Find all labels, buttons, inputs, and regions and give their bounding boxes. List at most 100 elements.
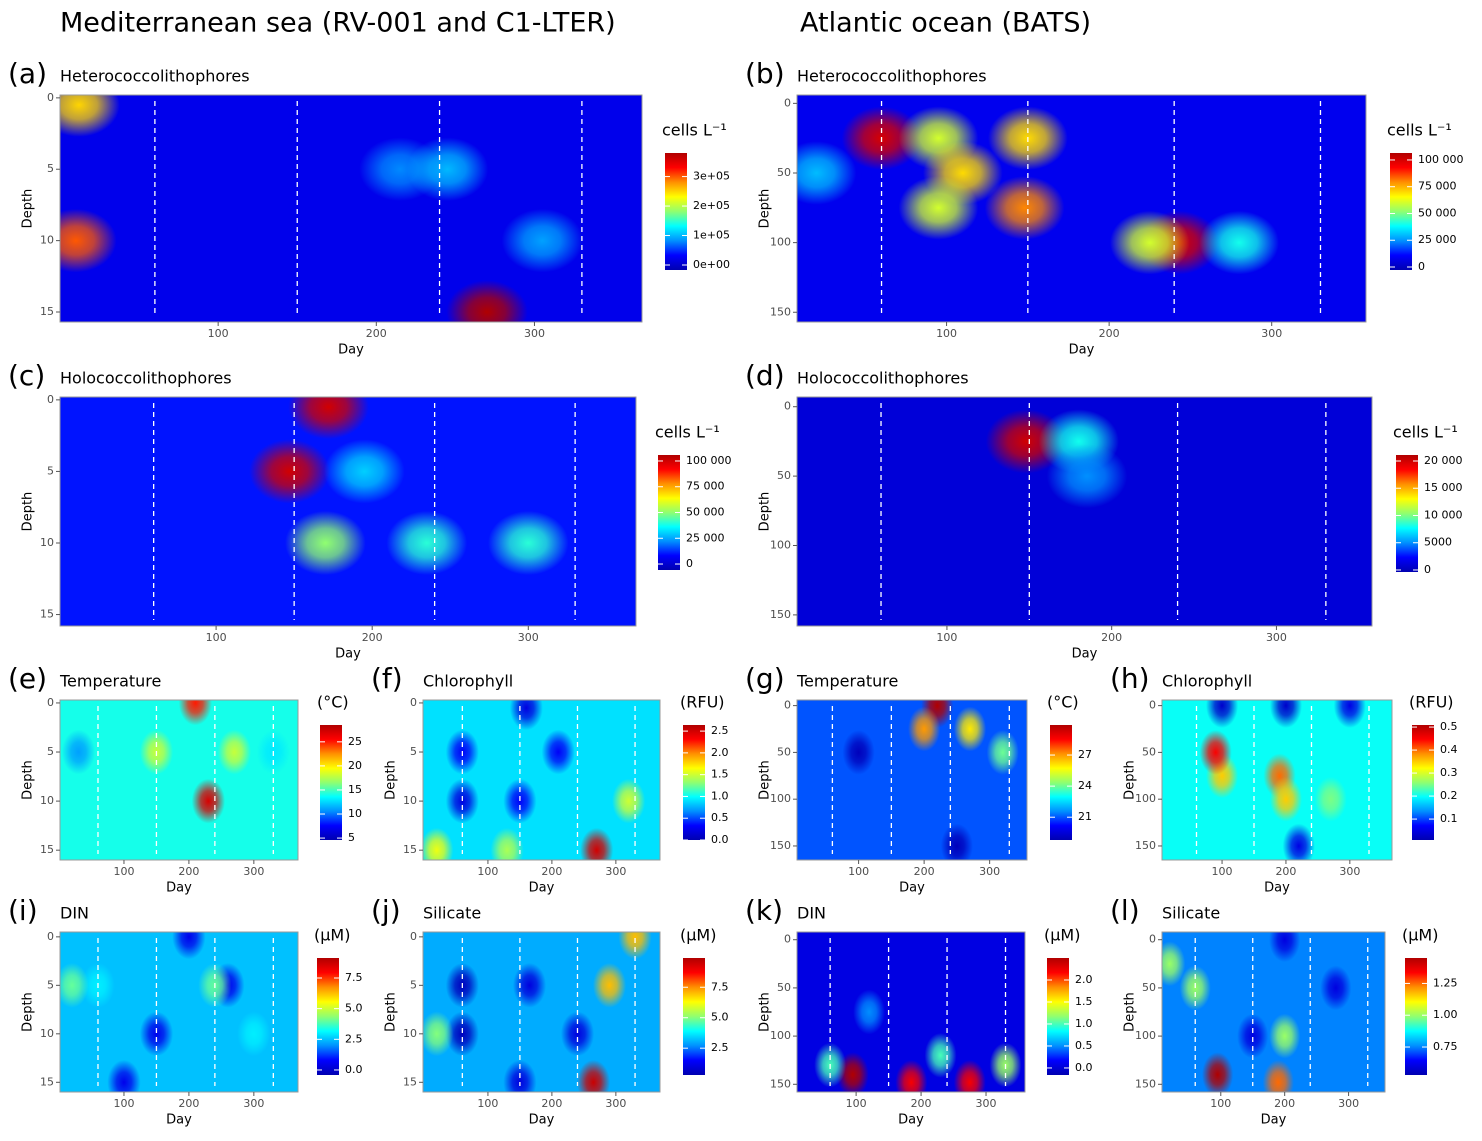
panel-title: Chlorophyll	[1162, 672, 1252, 691]
hotspot	[953, 706, 987, 752]
y-axis-label: Depth	[21, 760, 36, 800]
panel: (e) Temperature 100 200 300 0 5 10 15 Day Depth (°C…	[8, 662, 362, 896]
hotspot	[237, 1011, 271, 1057]
colorbar-title: (µM)	[680, 926, 716, 945]
hotspot	[1262, 1059, 1294, 1092]
colorbar-tick-label: 0.0	[345, 1063, 363, 1076]
x-tick-label: 100	[936, 631, 957, 644]
panel-label: (i)	[8, 894, 38, 927]
plot-frame	[422, 699, 661, 861]
colorbar-tick-label: 10 000	[1424, 508, 1463, 521]
hotspot	[986, 729, 1019, 775]
hotspot	[1320, 965, 1352, 1011]
colorbar-tick-label: 0.5	[1075, 1039, 1093, 1052]
hotspot	[1282, 823, 1315, 860]
plot-frame	[796, 396, 1373, 627]
panel: (c) Holococcolithophores 100 200 300 0 5 10 15 Da…	[8, 359, 732, 662]
x-tick-label: 100	[113, 865, 134, 878]
y-axis-label: Depth	[384, 992, 399, 1032]
x-tick-label: 300	[524, 327, 545, 340]
y-axis-label: Depth	[21, 492, 36, 532]
hotspot	[1046, 444, 1128, 509]
hotspot	[191, 778, 226, 824]
x-axis-label: Day	[529, 1113, 555, 1128]
hotspot	[249, 439, 330, 504]
panel-label: (c)	[8, 359, 45, 392]
x-axis-label: Day	[166, 1113, 192, 1128]
field	[1162, 932, 1385, 1092]
field	[60, 95, 642, 322]
panel-label: (d)	[745, 359, 785, 392]
hotspot	[853, 989, 886, 1035]
x-tick-label: 200	[1099, 327, 1120, 340]
x-axis-label: Day	[1261, 1113, 1287, 1128]
colorbar-tick-label: 15 000	[1424, 481, 1463, 494]
y-tick-label: 0	[784, 96, 791, 109]
colorbar-tick-label: 0.5	[1440, 720, 1458, 733]
field-base	[60, 700, 298, 860]
x-tick-label: 200	[178, 1097, 199, 1110]
y-axis-label: Depth	[758, 992, 773, 1032]
y-axis-label: Depth	[384, 760, 399, 800]
field	[423, 700, 660, 860]
colorbar-title: cells L⁻¹	[662, 121, 727, 140]
x-tick-label: 300	[605, 865, 626, 878]
hotspot	[406, 137, 489, 202]
hotspot	[1314, 776, 1347, 822]
panel-title: Temperature	[59, 672, 161, 691]
y-tick-label: 150	[770, 608, 791, 621]
x-axis-label: Day	[1264, 881, 1290, 896]
field-base	[60, 932, 298, 1092]
colorbar	[658, 455, 680, 570]
colorbar-tick-label: 0	[1418, 260, 1425, 273]
y-tick-label: 100	[770, 539, 791, 552]
plot-frame	[796, 94, 1367, 323]
y-tick-label: 10	[40, 794, 54, 807]
x-axis-label: Day	[1072, 647, 1098, 662]
y-tick-label: 10	[40, 1027, 54, 1040]
plot-frame	[59, 396, 637, 627]
hotspot	[1269, 700, 1303, 729]
colorbar-tick-label: 75 000	[686, 480, 725, 493]
column-title: Mediterranean sea (RV-001 and C1-LTER)	[60, 8, 616, 39]
y-tick-label: 150	[1135, 1077, 1156, 1090]
colorbar-tick-label: 24	[1078, 779, 1092, 792]
hotspot	[423, 827, 454, 860]
hotspot	[445, 1011, 479, 1057]
colorbar	[1396, 455, 1418, 572]
panel: (k) DIN 100 200 300 0 50 100 150 Day Depth (µM) 2.0 1…	[745, 894, 1093, 1128]
colorbar-title: cells L⁻¹	[1393, 423, 1458, 442]
x-axis-label: Day	[166, 881, 192, 896]
hotspot	[612, 778, 646, 824]
panel-title: Chlorophyll	[423, 672, 513, 691]
colorbar-tick-label: 100 000	[1418, 153, 1464, 166]
x-tick-label: 200	[914, 865, 935, 878]
hotspot	[107, 1059, 141, 1092]
y-tick-label: 150	[770, 305, 791, 318]
hotspot	[490, 827, 524, 860]
hotspot	[1333, 700, 1366, 729]
hotspot	[1237, 1013, 1269, 1059]
field-base	[423, 932, 660, 1092]
hotspot	[1201, 1052, 1234, 1092]
colorbar-tick-label: 2.0	[1075, 973, 1093, 986]
y-tick-label: 10	[403, 1027, 417, 1040]
column-title: Atlantic ocean (BATS)	[800, 8, 1091, 39]
panel-title: DIN	[60, 904, 89, 923]
colorbar-tick-label: 10	[348, 807, 362, 820]
y-tick-label: 15	[40, 608, 54, 621]
panel: (l) Silicate 100 200 300 0 50 100 150 Day Depth (µM…	[1110, 894, 1458, 1128]
colorbar-tick-label: 25	[348, 735, 362, 748]
y-axis-label: Depth	[1123, 760, 1138, 800]
hotspot	[288, 397, 369, 440]
panel-label: (g)	[745, 662, 785, 695]
x-tick-label: 200	[362, 631, 383, 644]
x-tick-label: 200	[1274, 1097, 1295, 1110]
hotspot	[940, 823, 973, 860]
panel-label: (j)	[371, 894, 401, 927]
y-axis-label: Depth	[21, 992, 36, 1032]
y-tick-label: 5	[47, 745, 54, 758]
colorbar-title: (RFU)	[680, 693, 725, 712]
y-tick-label: 0	[47, 696, 54, 709]
